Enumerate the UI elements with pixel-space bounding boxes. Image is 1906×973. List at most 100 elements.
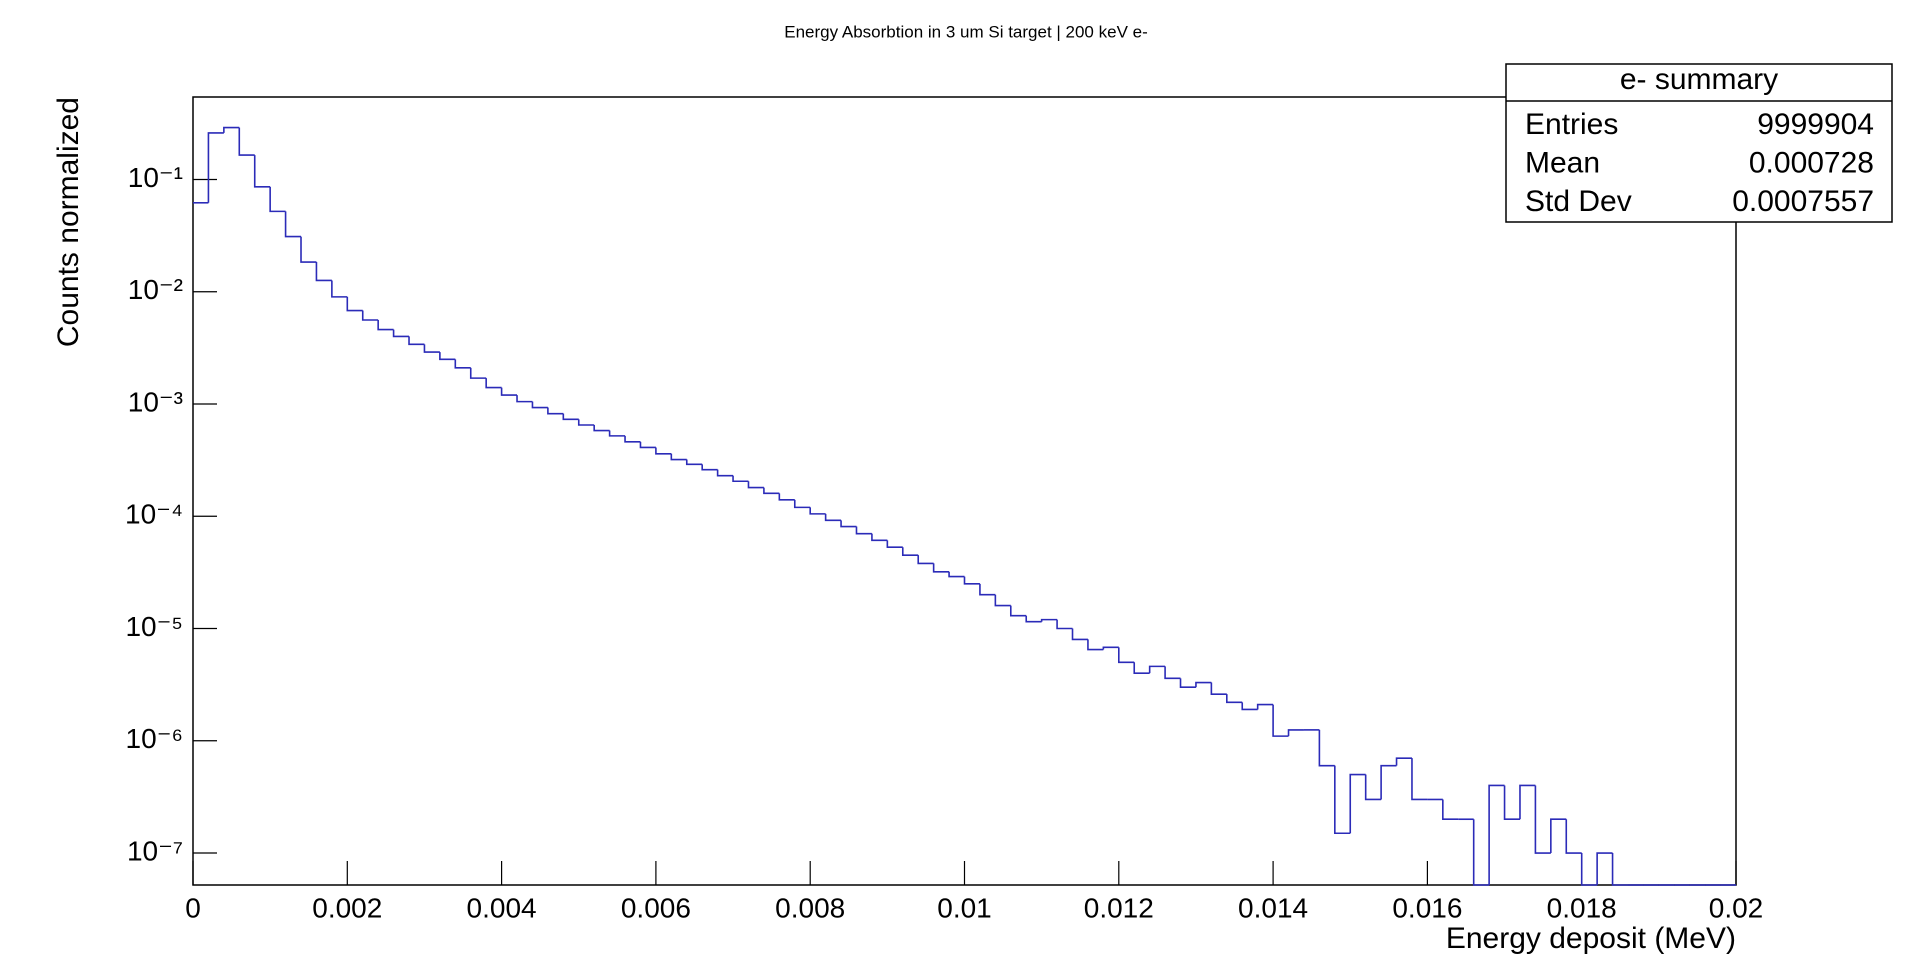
y-tick-label: 10⁻⁴	[125, 499, 183, 530]
x-tick-label: 0.016	[1392, 892, 1462, 923]
x-tick-label: 0	[185, 892, 201, 923]
histogram-bin	[269, 186, 286, 213]
histogram-bin	[593, 425, 610, 432]
histogram-bin	[469, 367, 487, 379]
histogram-bin	[793, 499, 811, 509]
histogram-bin	[763, 487, 780, 495]
stats-label: Std Dev	[1525, 185, 1632, 218]
histogram-bin	[1133, 662, 1150, 674]
y-tick-label: 10⁻⁷	[127, 835, 183, 866]
histogram-bin	[408, 336, 425, 346]
stats-value: 0.000728	[1749, 146, 1874, 179]
histogram-bin	[1596, 852, 1613, 885]
x-tick-label: 0.012	[1084, 892, 1154, 923]
histogram-bin	[1550, 818, 1567, 854]
chart-title: Energy Absorbtion in 3 um Si target | 20…	[784, 22, 1148, 41]
stats-value: 0.0007557	[1732, 185, 1874, 218]
y-tick-label: 10⁻²	[128, 274, 183, 305]
histogram-bin	[1226, 694, 1243, 704]
histogram-bin	[1519, 784, 1536, 820]
histogram-bin	[979, 583, 996, 596]
histogram-bin	[439, 352, 456, 361]
histogram-bin	[1025, 615, 1042, 623]
histogram-bin	[655, 447, 672, 455]
histogram-bin	[531, 401, 548, 409]
histogram-bin	[608, 430, 626, 437]
x-tick-label: 0.008	[775, 892, 845, 923]
histogram-bin	[1318, 729, 1335, 767]
x-tick-label: 0.02	[1709, 892, 1764, 923]
histogram-bin	[1071, 628, 1088, 641]
histogram-bin	[778, 493, 795, 501]
histogram-bin	[485, 378, 502, 389]
histogram-bin	[1580, 853, 1598, 886]
histogram-bin	[1349, 773, 1366, 834]
histogram-bin	[223, 126, 240, 133]
histogram-bin	[994, 594, 1011, 607]
y-tick-label: 10⁻⁵	[125, 611, 183, 642]
histogram-bin	[1256, 703, 1274, 710]
histogram-bin	[1287, 729, 1304, 737]
histogram-bin	[1534, 785, 1551, 854]
histogram-bin	[1179, 678, 1196, 689]
histogram-bin	[1102, 646, 1119, 650]
stats-title: e- summary	[1620, 63, 1778, 96]
histogram-bin	[963, 576, 980, 585]
histogram-bin	[948, 571, 965, 578]
stats-box	[1505, 63, 1893, 223]
histogram-bin	[346, 296, 363, 312]
histogram-bin	[871, 533, 888, 542]
histogram-bin	[932, 563, 950, 573]
stats-label: Mean	[1525, 146, 1600, 179]
x-tick-label: 0.01	[937, 892, 992, 923]
x-tick-label: 0.002	[312, 892, 382, 923]
histogram-bin	[423, 344, 440, 353]
histogram-bin	[1040, 618, 1058, 622]
histogram-bin	[1472, 819, 1490, 886]
x-tick-label: 0.004	[467, 892, 537, 923]
histogram-bin	[886, 540, 903, 549]
histogram-bin	[315, 262, 332, 282]
histogram-bin	[238, 127, 255, 156]
histogram-bin	[1611, 853, 1628, 886]
stats-label: Entries	[1525, 108, 1618, 141]
histogram-bin	[732, 475, 749, 483]
histogram-bin	[361, 310, 379, 321]
histogram-bin	[855, 526, 872, 535]
histogram-bin	[670, 453, 687, 461]
histogram-bin	[685, 459, 703, 466]
histogram-bin	[624, 435, 641, 443]
histogram-bin	[1241, 702, 1258, 711]
x-tick-label: 0.014	[1238, 892, 1308, 923]
histogram-bin	[516, 395, 533, 403]
histogram-bin	[500, 387, 518, 396]
histogram-bin	[1334, 765, 1351, 835]
histogram-bin	[1056, 619, 1073, 630]
histogram-bin	[577, 419, 595, 426]
histogram-bin	[284, 211, 302, 238]
histogram-bin	[1395, 757, 1412, 766]
histogram-bin	[1087, 639, 1104, 651]
histogram-bin	[917, 555, 934, 565]
x-tick-label: 0.018	[1547, 892, 1617, 923]
histogram-bin	[1195, 681, 1212, 688]
histogram-bin	[1442, 799, 1459, 821]
histogram-bin	[1210, 682, 1227, 695]
histogram-bin	[331, 280, 348, 298]
histogram-bin	[392, 329, 410, 338]
histogram-bin	[1148, 665, 1166, 674]
stats-value: 9999904	[1757, 108, 1874, 141]
y-tick-label: 10⁻¹	[128, 162, 183, 193]
histogram-bin	[1380, 764, 1397, 800]
histogram-bin	[1272, 704, 1289, 737]
histogram-bin	[716, 469, 734, 477]
histogram-bin	[1503, 785, 1520, 821]
histogram-bin	[1164, 666, 1181, 680]
y-axis-title: Counts normalized	[52, 97, 85, 347]
histogram-bin	[562, 413, 579, 421]
histogram-bin	[1364, 774, 1382, 801]
histogram-bin	[1411, 758, 1428, 801]
x-axis-title: Energy deposit (MeV)	[1446, 922, 1736, 955]
histogram-bin	[454, 359, 471, 369]
